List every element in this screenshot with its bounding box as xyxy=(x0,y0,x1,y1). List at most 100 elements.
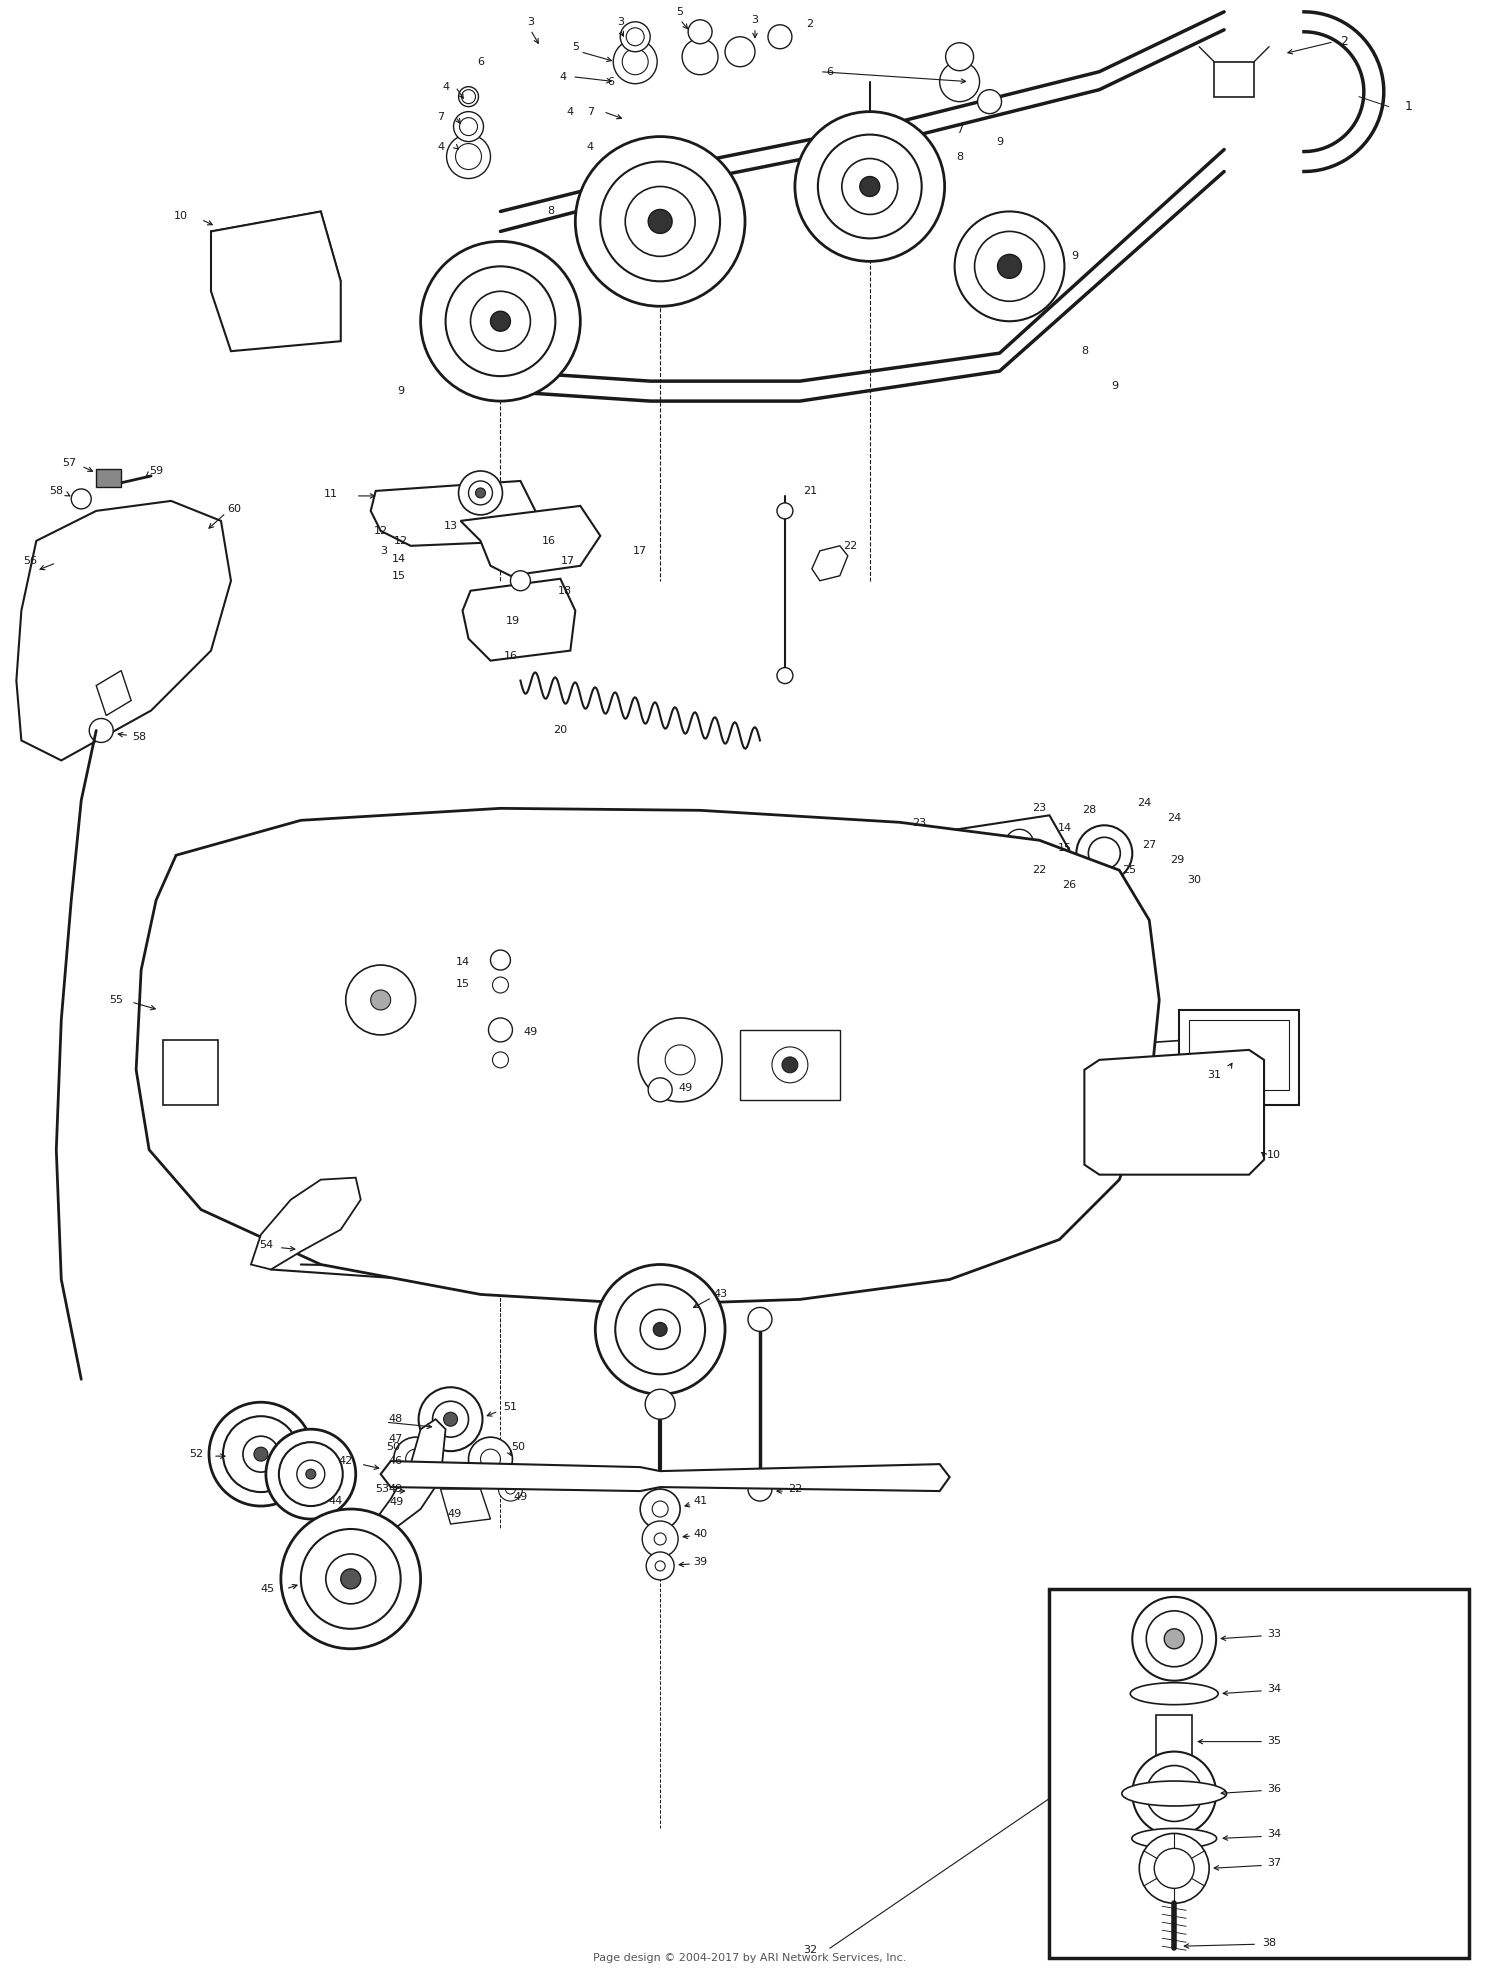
Text: 59: 59 xyxy=(148,465,164,477)
Text: 10: 10 xyxy=(1268,1150,1281,1160)
Text: 30: 30 xyxy=(1186,875,1202,885)
Text: 44: 44 xyxy=(328,1496,344,1506)
Circle shape xyxy=(254,1447,268,1461)
Circle shape xyxy=(600,162,720,281)
Circle shape xyxy=(640,1310,680,1350)
Circle shape xyxy=(648,1079,672,1102)
Bar xyxy=(1190,1019,1288,1090)
Circle shape xyxy=(446,267,555,376)
Text: 41: 41 xyxy=(693,1496,706,1506)
Text: 33: 33 xyxy=(1268,1629,1281,1639)
Circle shape xyxy=(280,1510,420,1649)
Polygon shape xyxy=(96,671,130,716)
Circle shape xyxy=(492,978,508,993)
Text: 21: 21 xyxy=(802,487,818,497)
Circle shape xyxy=(945,44,974,71)
Text: 56: 56 xyxy=(24,556,38,566)
Circle shape xyxy=(489,1017,513,1041)
Polygon shape xyxy=(954,885,1119,958)
Circle shape xyxy=(444,1413,458,1427)
Text: 50: 50 xyxy=(387,1443,400,1453)
Text: 36: 36 xyxy=(1268,1783,1281,1793)
Polygon shape xyxy=(251,1178,360,1269)
Bar xyxy=(1050,1589,1468,1957)
Polygon shape xyxy=(211,212,340,350)
Circle shape xyxy=(576,137,746,307)
Circle shape xyxy=(468,481,492,505)
Circle shape xyxy=(664,1045,694,1075)
Bar xyxy=(96,469,122,487)
Text: 29: 29 xyxy=(1170,855,1185,865)
Text: 6: 6 xyxy=(477,57,484,67)
Text: 32: 32 xyxy=(802,1945,818,1955)
Polygon shape xyxy=(821,815,1070,895)
Circle shape xyxy=(306,1468,316,1478)
Circle shape xyxy=(404,1482,427,1506)
Text: 16: 16 xyxy=(504,651,518,661)
Text: 40: 40 xyxy=(693,1530,706,1540)
Text: 2: 2 xyxy=(1340,36,1348,47)
Circle shape xyxy=(642,1522,678,1557)
Circle shape xyxy=(209,1403,314,1506)
Text: 19: 19 xyxy=(506,615,519,625)
Circle shape xyxy=(638,1017,722,1102)
Text: 37: 37 xyxy=(1268,1858,1281,1868)
Polygon shape xyxy=(370,481,536,546)
Circle shape xyxy=(432,1401,468,1437)
Text: 47: 47 xyxy=(388,1435,404,1445)
Text: 24: 24 xyxy=(1167,813,1182,823)
Circle shape xyxy=(596,1265,724,1395)
Text: 16: 16 xyxy=(542,536,555,546)
Circle shape xyxy=(614,40,657,83)
Text: 38: 38 xyxy=(1262,1937,1276,1947)
Ellipse shape xyxy=(1132,1829,1216,1848)
Text: 20: 20 xyxy=(554,726,567,736)
Text: 57: 57 xyxy=(62,457,76,467)
Text: 7: 7 xyxy=(956,125,963,135)
Circle shape xyxy=(447,135,491,178)
Circle shape xyxy=(748,1308,772,1332)
Text: 14: 14 xyxy=(456,958,470,968)
Bar xyxy=(1156,1714,1192,1765)
Text: 11: 11 xyxy=(324,489,338,499)
Text: 4: 4 xyxy=(436,142,444,152)
Circle shape xyxy=(302,1530,400,1629)
Circle shape xyxy=(640,1488,680,1530)
Text: 49: 49 xyxy=(678,1083,692,1092)
Circle shape xyxy=(490,950,510,970)
Text: 52: 52 xyxy=(189,1449,202,1459)
Circle shape xyxy=(622,49,648,75)
Polygon shape xyxy=(381,1461,950,1490)
Circle shape xyxy=(978,89,1002,113)
Polygon shape xyxy=(16,501,231,760)
Text: 8: 8 xyxy=(548,206,554,216)
Text: 9: 9 xyxy=(996,137,1004,146)
Bar xyxy=(740,1029,840,1100)
Text: 39: 39 xyxy=(693,1557,706,1567)
Text: 49: 49 xyxy=(513,1492,528,1502)
Circle shape xyxy=(652,1500,668,1518)
Text: 3: 3 xyxy=(526,16,534,28)
Text: 9: 9 xyxy=(398,386,404,396)
Text: 23: 23 xyxy=(1032,803,1047,813)
Circle shape xyxy=(393,1437,438,1480)
Text: ARI: ARI xyxy=(488,900,1072,1197)
Circle shape xyxy=(1132,1597,1216,1680)
Text: 6: 6 xyxy=(827,67,834,77)
Circle shape xyxy=(459,471,503,515)
Circle shape xyxy=(456,144,482,170)
Circle shape xyxy=(777,503,794,518)
Text: 48: 48 xyxy=(388,1415,404,1425)
Circle shape xyxy=(1014,837,1026,849)
Circle shape xyxy=(370,990,390,1009)
Polygon shape xyxy=(441,1488,491,1524)
Text: 4: 4 xyxy=(586,142,594,152)
Circle shape xyxy=(490,311,510,330)
Circle shape xyxy=(1146,1765,1202,1821)
Text: 7: 7 xyxy=(586,107,594,117)
Text: 49: 49 xyxy=(447,1510,462,1520)
Circle shape xyxy=(1077,825,1132,881)
Circle shape xyxy=(656,1561,664,1571)
Text: 31: 31 xyxy=(1208,1071,1221,1081)
Text: 5: 5 xyxy=(676,6,684,16)
